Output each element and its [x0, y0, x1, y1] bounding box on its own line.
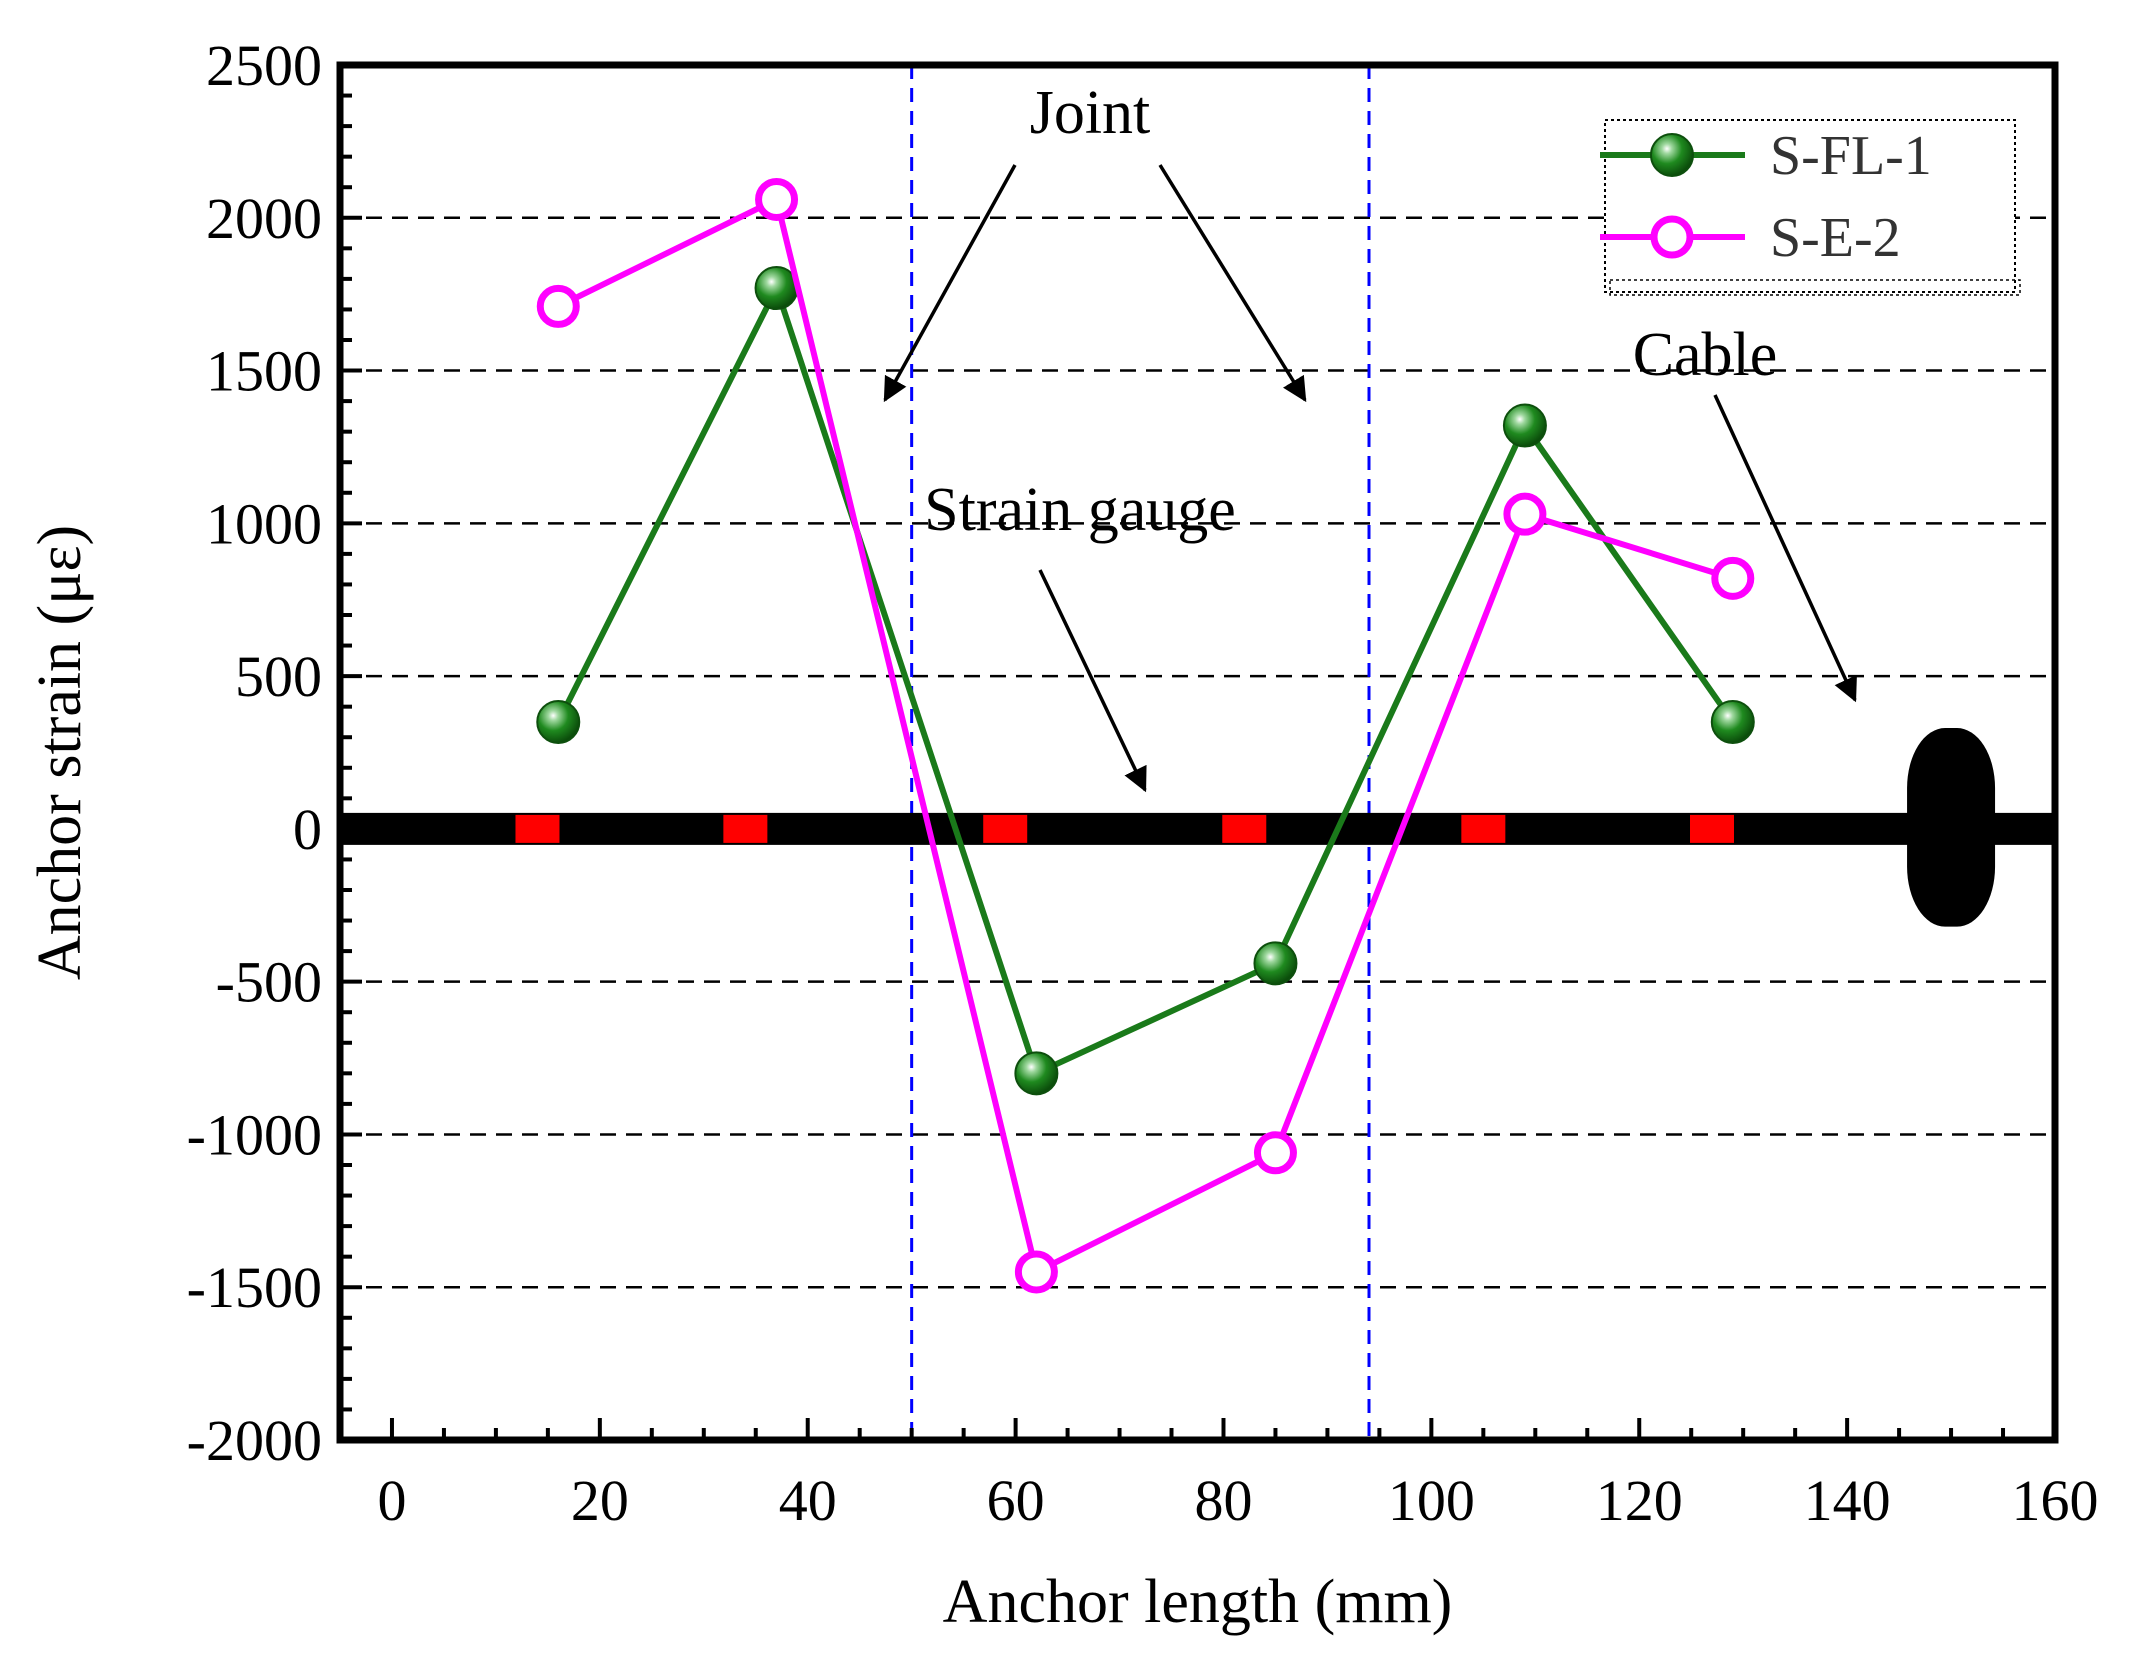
- joint-arrow-left: [883, 164, 1017, 403]
- y-tick-label: 2500: [206, 33, 322, 98]
- y-tick-label: -1500: [187, 1255, 322, 1320]
- x-tick-label: 40: [779, 1468, 837, 1533]
- data-point: [1253, 1131, 1297, 1175]
- cable-label: Cable: [1633, 321, 1778, 389]
- legend-label: S-E-2: [1770, 207, 1901, 269]
- y-tick-label: 1000: [206, 491, 322, 556]
- x-tick-label: 0: [377, 1468, 406, 1533]
- joint-label: Joint: [1030, 79, 1151, 147]
- data-point: [1014, 1250, 1058, 1294]
- y-tick-label: -2000: [187, 1408, 322, 1473]
- x-tick-label: 120: [1596, 1468, 1683, 1533]
- y-tick-label: 0: [293, 797, 322, 862]
- axes: -2000 -1500 -1000 -500 0 500 1000 1500 2000 2500 0…: [26, 33, 2099, 1636]
- joint-arrow-right: [1158, 164, 1307, 403]
- y-tick-label: 500: [235, 644, 322, 709]
- data-point: [1253, 941, 1298, 986]
- data-point: [536, 284, 580, 328]
- series-layer: [536, 177, 1755, 1294]
- annotations: Joint Strain gauge Cable: [883, 79, 1857, 793]
- legend-marker: [1650, 133, 1694, 177]
- x-tick-label: 140: [1804, 1468, 1891, 1533]
- cable-illustration: [340, 728, 2055, 927]
- legend: S-FL-1 S-E-2: [1600, 119, 2021, 296]
- x-tick-label: 60: [987, 1468, 1045, 1533]
- anchor-head: [1907, 728, 1996, 927]
- grid-layer: [340, 216, 2055, 1289]
- x-tick-label: 20: [571, 1468, 629, 1533]
- x-tick-label: 100: [1388, 1468, 1475, 1533]
- x-tick-label: 160: [2012, 1468, 2099, 1533]
- legend-marker: [1650, 215, 1694, 259]
- data-point: [1014, 1051, 1059, 1096]
- cable-rod: [340, 812, 2055, 845]
- y-axis-title: Anchor strain (με): [26, 525, 94, 980]
- series-line: [556, 196, 1734, 1275]
- strain-gauge-mark: [515, 814, 560, 843]
- strain-gauge-mark: [723, 814, 768, 843]
- strain-gauge-arrow: [1038, 569, 1147, 793]
- y-tick-label: -1000: [187, 1102, 322, 1167]
- plot-frame: [336, 61, 2059, 1444]
- data-point: [755, 177, 799, 221]
- x-tick-label: 80: [1194, 1468, 1252, 1533]
- cable-arrow: [1713, 394, 1857, 703]
- data-point: [1502, 403, 1547, 448]
- joint-lines: [910, 65, 1371, 1440]
- data-point: [1711, 556, 1755, 600]
- x-axis-title: Anchor length (mm): [943, 1568, 1453, 1636]
- series-line: [555, 285, 1736, 1077]
- legend-shadow: [1609, 279, 2021, 296]
- data-point: [1710, 699, 1755, 744]
- strain-gauge-label: Strain gauge: [924, 476, 1236, 544]
- series-S-E-2: [536, 177, 1755, 1294]
- y-tick-label: 1500: [206, 339, 322, 404]
- strain-gauge-mark: [1461, 814, 1506, 843]
- legend-label: S-FL-1: [1770, 125, 1932, 187]
- data-point: [536, 699, 581, 744]
- y-tick-label: 2000: [206, 186, 322, 251]
- strain-gauge-mark: [983, 814, 1028, 843]
- strain-gauge-mark: [1690, 814, 1734, 843]
- y-tick-label: -500: [216, 950, 322, 1015]
- series-S-FL-1: [536, 266, 1755, 1096]
- strain-gauge-mark: [1222, 814, 1267, 843]
- data-point: [754, 266, 799, 311]
- data-point: [1503, 492, 1547, 536]
